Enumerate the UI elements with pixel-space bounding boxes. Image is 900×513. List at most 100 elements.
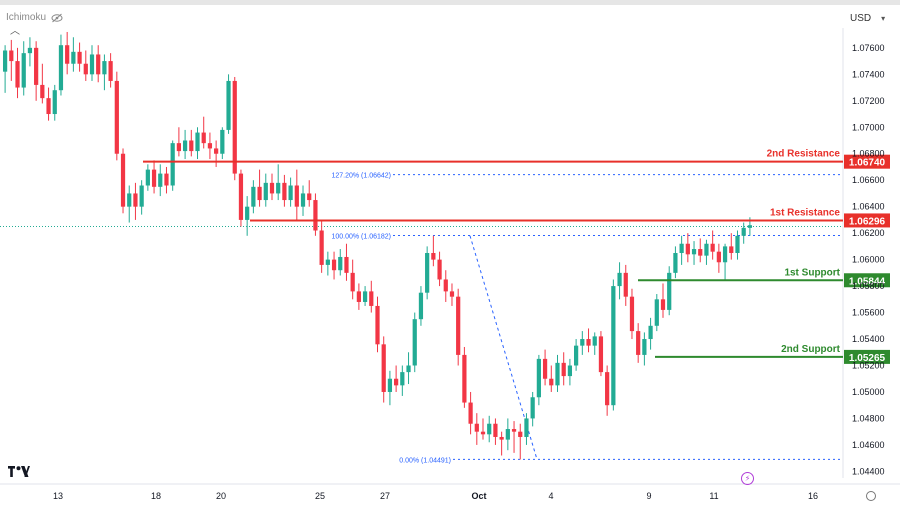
fib-level-label: 0.00% (1.04491) [399, 457, 451, 464]
candle-body [443, 279, 448, 292]
candle-body [586, 339, 591, 346]
candle-body [406, 365, 411, 373]
candle-body [207, 143, 213, 149]
eye-off-icon[interactable] [51, 13, 63, 23]
candle-body [226, 80, 231, 130]
candle-body [182, 140, 188, 152]
candle-body [747, 225, 753, 228]
time-tick-label: 11 [709, 491, 718, 501]
price-axis: 1.07600 1.07400 1.07200 1.07000 1.06800 1.066… [852, 43, 885, 477]
support-price-tag-label: 1.05844 [849, 276, 886, 287]
candle-body [108, 61, 113, 81]
candle-body [673, 253, 678, 273]
candle-body [176, 143, 181, 152]
candle-body [170, 143, 175, 186]
price-tick-label: 1.04800 [852, 413, 885, 423]
candle-body [636, 331, 641, 355]
candle-body [40, 84, 45, 99]
candle-body [518, 431, 523, 437]
candle-body [536, 358, 541, 398]
price-tick-label: 1.07200 [852, 96, 885, 106]
candle-body [574, 345, 579, 366]
support-price-tag [844, 273, 890, 288]
candle-body [729, 246, 734, 253]
indicator-label: Ichimoku [6, 12, 47, 23]
candle-body [120, 153, 126, 207]
candle-body [307, 193, 312, 201]
candle-body [245, 206, 250, 220]
candle-body [375, 305, 380, 345]
price-tick-label: 1.05200 [852, 361, 885, 371]
currency-selector[interactable]: USD ▾ [844, 10, 892, 26]
candle-body [350, 272, 355, 292]
price-tick-label: 1.04400 [852, 466, 885, 476]
candle-body [189, 140, 194, 152]
candle-body [425, 253, 430, 293]
time-tick-label: 18 [151, 491, 161, 501]
price-tick-label: 1.06000 [852, 255, 885, 265]
candle-body [542, 358, 548, 379]
time-tick-label: 4 [548, 491, 553, 501]
support-price-tag [844, 349, 890, 364]
support-price-tag-label: 1.05265 [849, 353, 886, 364]
candle-body [151, 169, 157, 187]
resistance-price-tag [844, 213, 890, 228]
candle-body [238, 173, 244, 220]
flash-icon[interactable]: ⚡ [741, 472, 754, 485]
candle-body [561, 362, 566, 377]
support-level-label: 1st Support [784, 267, 840, 278]
candle-body [462, 354, 467, 403]
price-tick-label: 1.04600 [852, 440, 885, 450]
candle-body [331, 259, 337, 271]
fib-level-label: 127.20% (1.06642) [331, 173, 391, 180]
candle-body [2, 50, 8, 72]
candle-body [369, 291, 374, 306]
indicator-legend[interactable]: Ichimoku [6, 12, 63, 23]
candle-body [387, 378, 393, 392]
resistance-level-label: 1st Resistance [770, 207, 840, 218]
price-tick-label: 1.05800 [852, 281, 885, 291]
candle-body [412, 319, 417, 366]
candle-body [580, 339, 585, 346]
candle-body [269, 182, 275, 194]
candle-body [642, 339, 647, 355]
settings-icon[interactable] [866, 491, 876, 501]
candle-body [158, 173, 163, 187]
candle-body [381, 344, 386, 392]
candle-body [741, 227, 746, 236]
currency-label: USD [850, 12, 872, 24]
price-tick-label: 1.06800 [852, 149, 885, 159]
candle-body [505, 429, 510, 440]
candle-body [493, 423, 498, 437]
candle-body [449, 291, 455, 297]
time-tick-label: 25 [315, 491, 325, 501]
candle-body [77, 51, 82, 64]
candle-body [220, 129, 225, 154]
candle-body [263, 182, 268, 201]
time-tick-label: 20 [216, 491, 226, 501]
candle-body [648, 325, 653, 340]
candle-body [313, 200, 318, 231]
collapse-icon[interactable]: ︿ [10, 26, 20, 37]
time-tick-label: 13 [53, 491, 63, 501]
candle-body [232, 80, 237, 174]
tradingview-logo [8, 466, 30, 477]
candle-body [623, 272, 628, 297]
candle-body [362, 291, 368, 302]
candle-body [555, 362, 560, 386]
candle-body [65, 45, 70, 64]
candle-body [276, 182, 281, 194]
price-tick-label: 1.05600 [852, 308, 885, 318]
candle-body [418, 292, 424, 320]
candle-body [679, 243, 684, 253]
candle-body [52, 90, 57, 115]
candle-body [282, 182, 287, 201]
candle-body [96, 54, 101, 75]
candle-body [685, 243, 690, 255]
candle-body [667, 272, 672, 310]
candle-body [654, 299, 659, 326]
resistance-price-tag-label: 1.06740 [849, 158, 886, 169]
candle-body [437, 259, 442, 280]
candle-body [46, 98, 51, 115]
